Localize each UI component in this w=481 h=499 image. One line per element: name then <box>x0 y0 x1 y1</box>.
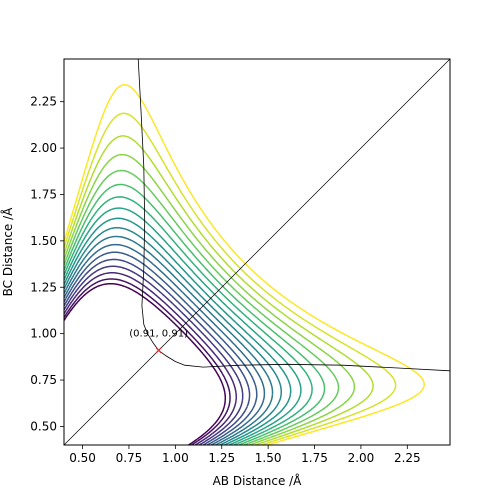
diagonal-line <box>64 59 450 445</box>
transition-state-marker <box>155 347 162 354</box>
y-tick-label: 1.00 <box>30 327 57 341</box>
annotation-label-0: (0.91, 0.91) <box>129 328 188 339</box>
contour-level-3 <box>64 265 244 445</box>
x-tick-label: 0.50 <box>69 451 96 465</box>
marker-group <box>155 347 162 354</box>
x-tick-label: 1.25 <box>208 451 235 465</box>
trajectory-curve-1 <box>158 350 450 372</box>
x-tick-label: 2.25 <box>394 451 421 465</box>
y-tick-label: 1.25 <box>30 280 57 294</box>
x-tick-label: 0.75 <box>116 451 143 465</box>
y-axis-label: BC Distance /Å <box>0 207 15 297</box>
y-tick-label: 1.50 <box>30 234 57 248</box>
y-axis-ticks: 0.50 0.75 1.00 1.25 1.50 1.75 2.00 2.25 <box>30 95 64 433</box>
y-tick-label: 0.75 <box>30 373 57 387</box>
diagonal-line-group <box>64 59 450 445</box>
y-tick-label: 1.75 <box>30 187 57 201</box>
x-axis-label: AB Distance /Å <box>213 473 303 488</box>
axes-frame <box>63 58 451 446</box>
x-tick-label: 2.00 <box>348 451 375 465</box>
contour-level-2 <box>64 271 238 445</box>
x-axis-ticks: 0.50 0.75 1.00 1.25 1.50 1.75 2.00 2.25 <box>69 445 421 465</box>
contour-lines <box>64 84 425 445</box>
contour-level-1 <box>64 278 231 445</box>
y-tick-label: 2.25 <box>30 95 57 109</box>
annotation-group: (0.91, 0.91) <box>129 328 188 339</box>
x-tick-label: 1.00 <box>162 451 189 465</box>
y-tick-label: 0.50 <box>30 419 57 433</box>
y-tick-label: 2.00 <box>30 141 57 155</box>
trajectory-curve-0 <box>137 59 159 351</box>
x-tick-label: 1.75 <box>301 451 328 465</box>
trajectory-lines <box>137 59 450 372</box>
x-tick-label: 1.50 <box>255 451 282 465</box>
